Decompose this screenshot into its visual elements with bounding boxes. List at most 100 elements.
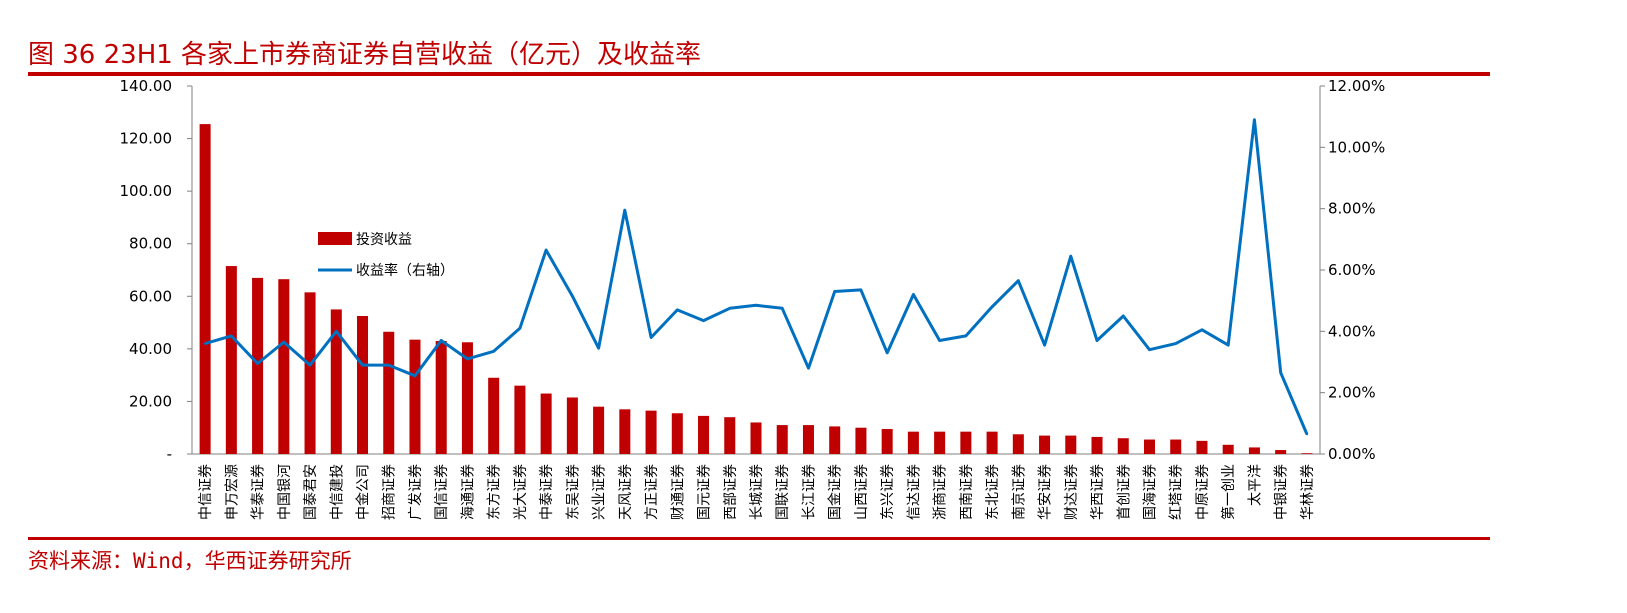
bar — [671, 413, 683, 454]
bar — [1301, 453, 1313, 454]
rate-point — [964, 334, 968, 338]
x-tick-label: 第一创业 — [1220, 464, 1237, 520]
bar — [409, 339, 421, 454]
x-tick-label: 国元证券 — [697, 464, 713, 520]
rate-point — [885, 351, 889, 354]
bar — [225, 266, 237, 454]
x-tick-label: 华泰证券 — [251, 464, 267, 520]
bar — [724, 417, 736, 454]
x-tick-label: 南京证券 — [1011, 464, 1027, 520]
bar — [1248, 447, 1260, 454]
right-tick-label: 8.00% — [1328, 200, 1376, 218]
left-tick-label: 20.00 — [129, 392, 172, 410]
legend-bar-label: 投资收益 — [356, 232, 412, 248]
x-tick-label: 长江证券 — [802, 464, 818, 520]
bar — [1170, 439, 1182, 454]
x-tick-label: 中银证券 — [1274, 464, 1290, 520]
bar — [383, 331, 395, 454]
rate-point — [1148, 348, 1151, 351]
x-tick-label: 首创证券 — [1116, 464, 1132, 520]
rate-point — [676, 308, 679, 312]
legend: 投资收益 收益率（右轴） — [318, 232, 454, 279]
rate-point — [335, 330, 338, 333]
bar — [750, 422, 762, 454]
bar — [645, 410, 657, 454]
x-axis-labels: 中信证券 申万宏源 华泰证券 中国银河 国泰君安 中信建投 中金公司 招商证券 广发证券 国信证券… — [198, 464, 1316, 520]
rate-point — [256, 362, 259, 365]
right-tick-label: 6.00% — [1328, 261, 1376, 279]
right-tick-label: 4.00% — [1328, 322, 1376, 340]
x-tick-label: 华安证券 — [1038, 464, 1054, 520]
x-tick-label: 西部证券 — [723, 464, 739, 520]
x-tick-label: 东兴证券 — [880, 464, 896, 520]
rate-point — [597, 347, 600, 350]
bar — [698, 415, 710, 454]
rate-point — [230, 334, 233, 338]
bar — [960, 431, 972, 454]
page-title: 图 36 23H1 各家上市券商证券自营收益（亿元）及收益率 — [28, 40, 702, 70]
bar — [1275, 450, 1287, 454]
left-tick-label: 40.00 — [129, 340, 172, 358]
left-tick-label: 80.00 — [129, 235, 172, 253]
bar — [907, 431, 919, 454]
x-tick-label: 中信建投 — [329, 464, 345, 520]
bar — [330, 309, 342, 454]
bar — [540, 393, 552, 454]
x-tick-label: 光大证券 — [513, 464, 529, 520]
x-tick-label: 招商证券 — [382, 464, 398, 520]
bar — [1222, 444, 1234, 454]
bar — [1091, 436, 1103, 454]
x-tick-label: 中金公司 — [356, 464, 372, 520]
x-tick-label: 中国银河 — [277, 464, 293, 520]
legend-line-label: 收益率（右轴） — [356, 262, 454, 279]
bar — [488, 377, 500, 454]
bar — [199, 124, 211, 454]
left-tick-label: 140.00 — [120, 77, 173, 95]
x-tick-label: 国联证券 — [775, 464, 791, 520]
rate-point — [1279, 371, 1282, 374]
rate-point — [702, 319, 705, 322]
x-tick-label: 浙商证券 — [933, 464, 949, 520]
x-tick-label: 山西证券 — [854, 464, 870, 520]
x-tick-label: 方正证券 — [644, 464, 660, 520]
rate-point — [466, 357, 469, 361]
bar — [855, 427, 867, 454]
footer-divider — [28, 537, 1490, 540]
left-tick-label: - — [167, 445, 172, 463]
rate-point — [282, 340, 286, 344]
rate-point — [1069, 255, 1072, 258]
bar-series — [199, 124, 1313, 454]
x-tick-label: 中泰证券 — [539, 464, 555, 520]
rate-point — [1095, 339, 1099, 342]
x-tick-label: 国信证券 — [434, 464, 450, 520]
x-tick-label: 东方证券 — [487, 464, 503, 520]
rate-point — [754, 304, 758, 307]
x-tick-label: 信达证券 — [906, 464, 922, 520]
bar — [357, 316, 369, 454]
x-tick-label: 国海证券 — [1143, 464, 1159, 520]
left-axis-labels: - 20.00 40.00 60.00 80.00 100.00 120.00 140.00 — [120, 77, 173, 463]
bar — [435, 340, 447, 454]
x-tick-label: 广发证券 — [408, 464, 424, 520]
x-tick-label: 财达证券 — [1064, 464, 1080, 520]
right-tick-label: 12.00% — [1328, 77, 1385, 95]
rate-point — [387, 363, 390, 367]
rate-point — [1122, 314, 1125, 318]
left-tick-label: 100.00 — [120, 182, 173, 200]
bar — [986, 431, 998, 454]
rate-point — [833, 290, 836, 293]
x-tick-label: 东吴证券 — [565, 464, 581, 520]
rate-point — [308, 363, 312, 367]
legend-bar-swatch — [318, 232, 352, 245]
x-tick-label: 长城证券 — [749, 464, 765, 520]
rate-point — [728, 307, 731, 310]
bar — [1196, 440, 1208, 454]
x-tick-label: 中信证券 — [198, 464, 214, 520]
bar — [776, 425, 788, 454]
bar — [1039, 435, 1051, 454]
x-tick-label: 中原证券 — [1195, 464, 1211, 520]
line-series — [203, 118, 1309, 436]
rate-point — [938, 339, 941, 342]
x-tick-label: 申万宏源 — [224, 464, 240, 520]
